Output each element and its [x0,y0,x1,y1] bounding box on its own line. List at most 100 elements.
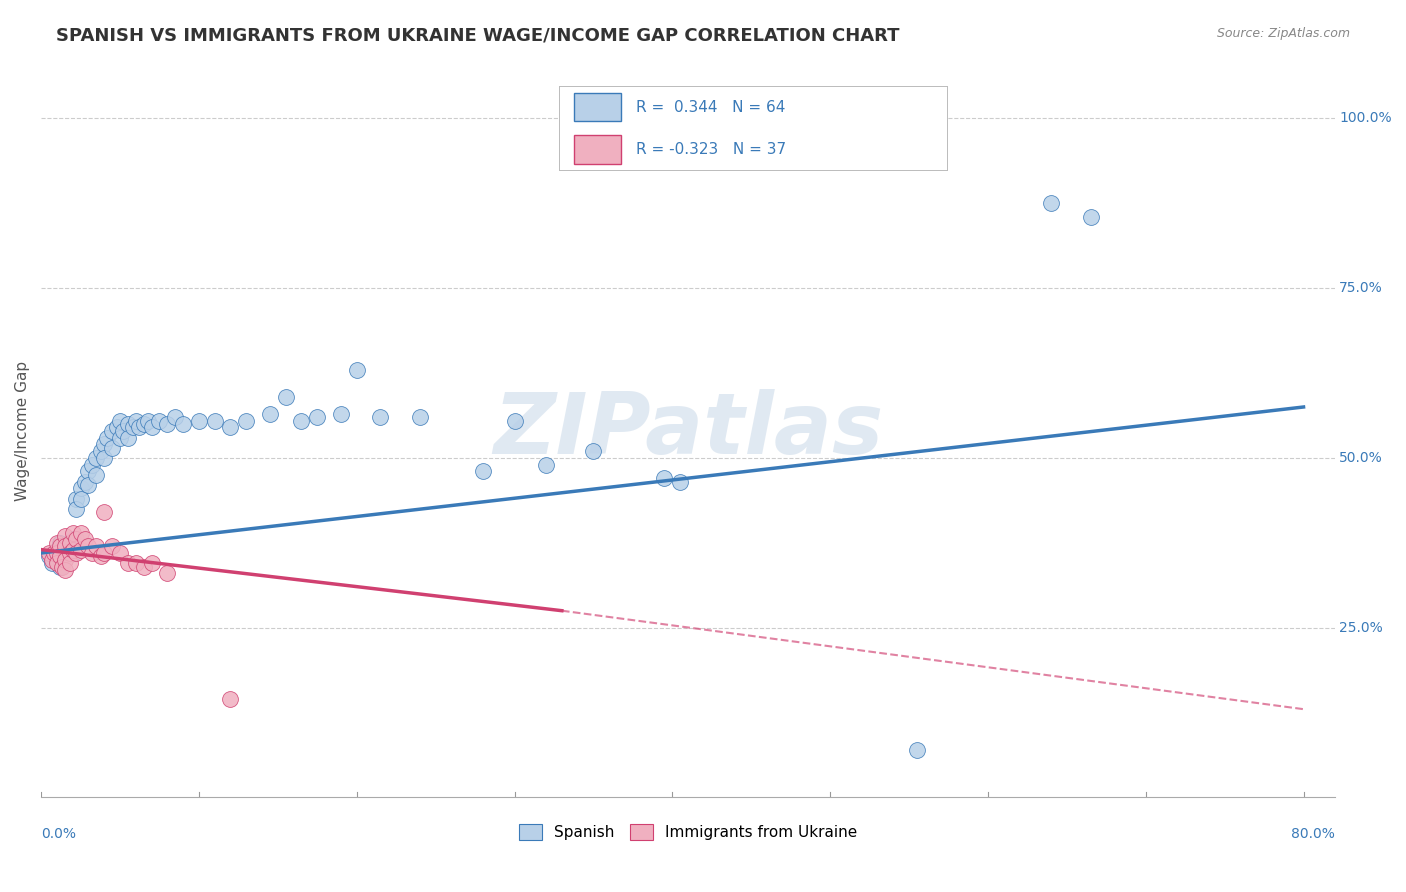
Point [53,539,76,553]
Point [370,410,392,425]
Point [53,539,76,553]
Point [49,536,72,550]
Point [53,563,76,577]
Point [58,556,80,570]
Text: 80.0%: 80.0% [1291,827,1336,841]
Text: SPANISH VS IMMIGRANTS FROM UKRAINE WAGE/INCOME GAP CORRELATION CHART: SPANISH VS IMMIGRANTS FROM UKRAINE WAGE/… [56,27,900,45]
Point [69,542,91,557]
Text: Source: ZipAtlas.com: Source: ZipAtlas.com [1216,27,1350,40]
Point [409,410,432,425]
Point [307,410,329,425]
Point [654,471,676,485]
Point [132,417,155,431]
Point [58,546,80,560]
Point [45,556,67,570]
Point [117,556,139,570]
Point [219,420,242,434]
Point [75,533,97,547]
Point [165,410,187,425]
Point [125,556,148,570]
Point [112,424,135,438]
Point [90,444,112,458]
Point [62,546,84,560]
Point [86,450,108,465]
Point [141,420,163,434]
Point [117,431,139,445]
Point [329,407,352,421]
Point [204,413,226,427]
Point [41,556,63,570]
Point [472,465,495,479]
Point [259,407,281,421]
Point [65,546,87,560]
Point [172,417,194,431]
Point [534,458,557,472]
Point [290,413,312,427]
Point [65,501,87,516]
Point [132,559,155,574]
Point [62,542,84,557]
Point [77,539,100,553]
Point [80,458,103,472]
Point [219,692,242,706]
Point [53,553,76,567]
Point [38,546,60,560]
Point [108,546,131,560]
Point [58,536,80,550]
Point [65,533,87,547]
Point [53,529,76,543]
Point [93,546,115,560]
Point [93,505,115,519]
Point [96,431,118,445]
Text: 75.0%: 75.0% [1339,281,1382,295]
Point [117,417,139,431]
Text: 25.0%: 25.0% [1339,621,1382,635]
Point [156,566,179,581]
Point [108,413,131,427]
Text: 0.0%: 0.0% [41,827,76,841]
Legend: Spanish, Immigrants from Ukraine: Spanish, Immigrants from Ukraine [515,820,862,845]
Point [235,413,257,427]
Point [141,556,163,570]
Point [62,533,84,547]
Point [77,465,100,479]
Text: 100.0%: 100.0% [1339,112,1392,126]
Point [105,420,128,434]
Text: ZIPatlas: ZIPatlas [494,389,883,472]
Point [49,559,72,574]
Point [69,525,91,540]
Point [108,431,131,445]
Point [138,413,160,427]
Point [45,546,67,560]
Point [90,549,112,564]
Point [148,413,170,427]
Y-axis label: Wage/Income Gap: Wage/Income Gap [15,360,30,500]
Point [582,444,605,458]
Point [156,417,179,431]
Point [45,553,67,567]
Point [51,559,73,574]
Point [125,413,148,427]
Point [86,467,108,482]
Point [62,525,84,540]
Point [274,390,297,404]
Point [77,478,100,492]
Point [669,475,692,489]
Point [45,536,67,550]
Point [45,542,67,557]
Point [41,553,63,567]
Point [503,413,526,427]
Point [93,450,115,465]
Point [101,539,124,553]
Point [93,437,115,451]
Point [346,362,368,376]
Point [1040,196,1063,211]
Point [65,491,87,506]
Point [80,546,103,560]
Point [905,743,928,757]
Point [101,424,124,438]
Point [75,475,97,489]
Point [58,542,80,557]
Point [86,539,108,553]
Point [49,549,72,564]
